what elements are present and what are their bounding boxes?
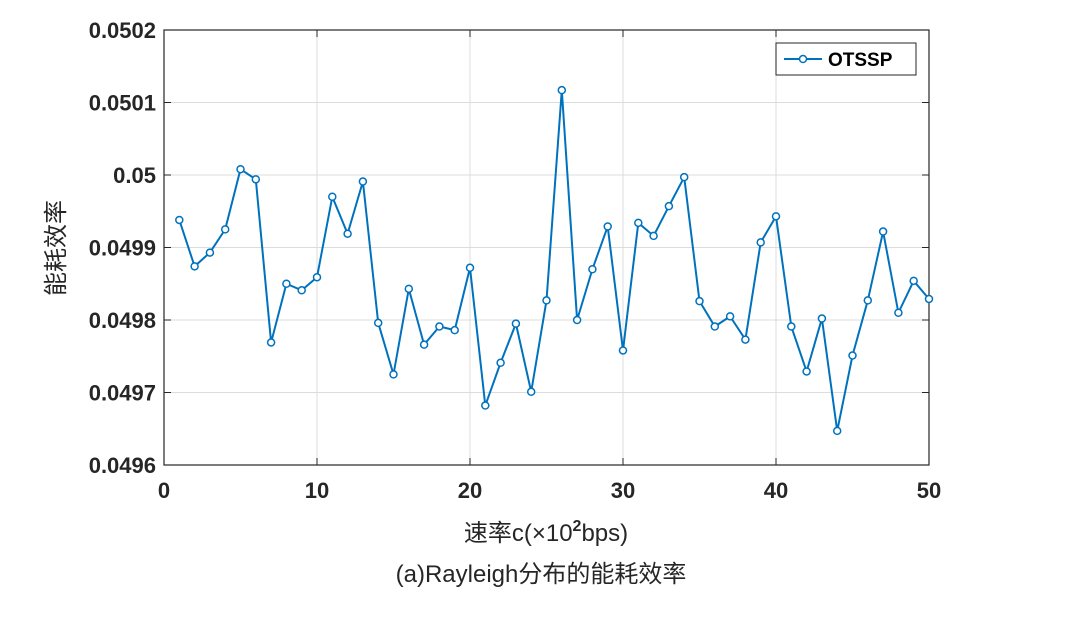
data-point — [190, 262, 199, 271]
data-point — [649, 231, 658, 241]
data-point — [251, 175, 261, 184]
y-axis-label: 能耗效率 — [43, 200, 70, 296]
data-point — [802, 367, 811, 376]
data-point — [894, 308, 903, 317]
y-tick-label: 0.0499 — [89, 236, 156, 261]
data-point — [373, 318, 383, 328]
data-point — [328, 192, 337, 201]
data-point — [389, 370, 398, 379]
data-point — [435, 322, 444, 331]
data-point — [679, 172, 689, 182]
data-point — [863, 296, 873, 305]
x-tick-label: 0 — [158, 478, 170, 503]
data-point — [419, 340, 429, 349]
y-tick-label: 0.0497 — [89, 381, 156, 406]
data-point — [725, 312, 735, 321]
legend-label: OTSSP — [828, 50, 893, 71]
data-point — [266, 338, 276, 347]
data-point — [358, 177, 368, 186]
legend-marker — [798, 54, 808, 64]
data-point — [297, 286, 306, 295]
data-point — [572, 315, 582, 325]
data-point — [175, 215, 184, 225]
figure-caption: (a)Rayleigh分布的能耗效率 — [396, 561, 687, 588]
data-point — [205, 248, 215, 257]
data-point — [756, 238, 765, 247]
data-point — [741, 335, 750, 344]
data-point — [220, 225, 230, 234]
x-axis-label: 速率c(×102bps) — [464, 518, 628, 547]
data-point — [618, 346, 628, 355]
legend: OTSSP — [775, 42, 917, 76]
data-point — [695, 296, 704, 306]
y-tick-label: 0.0496 — [89, 453, 156, 478]
data-point — [450, 325, 459, 335]
data-point — [787, 322, 796, 331]
data-point — [404, 284, 414, 294]
y-tick-label: 0.05 — [113, 163, 156, 188]
tick-marks — [163, 29, 930, 466]
data-point — [282, 279, 291, 288]
x-tick-label: 40 — [764, 478, 788, 503]
x-tick-labels: 0 10 20 30 40 50 — [158, 478, 941, 503]
x-tick-label: 10 — [305, 478, 329, 503]
data-point — [664, 201, 674, 211]
data-point — [343, 229, 352, 238]
data-point — [878, 227, 888, 236]
data-point — [817, 314, 827, 323]
x-tick-label: 50 — [917, 478, 941, 503]
data-point — [481, 401, 490, 410]
data-point — [909, 276, 918, 286]
grid — [164, 30, 929, 465]
x-tick-label: 20 — [458, 478, 482, 503]
series-otssp — [175, 85, 934, 436]
y-tick-label: 0.0498 — [89, 308, 156, 333]
y-tick-labels: 0.0496 0.0497 0.0498 0.0499 0.05 0.0501 0.0502 — [89, 18, 156, 478]
x-tick-label: 30 — [611, 478, 635, 503]
data-point — [710, 322, 720, 331]
data-point — [496, 358, 505, 368]
data-point — [557, 85, 567, 95]
data-point — [634, 218, 643, 228]
data-point — [848, 351, 857, 360]
data-point — [542, 296, 551, 305]
data-point — [236, 164, 245, 174]
data-point — [526, 387, 536, 397]
data-point — [588, 265, 597, 274]
data-point — [511, 319, 521, 328]
y-tick-label: 0.0502 — [89, 18, 156, 43]
y-tick-label: 0.0501 — [89, 91, 156, 116]
data-point — [465, 263, 475, 273]
data-point — [771, 212, 781, 221]
data-point — [832, 426, 842, 436]
data-point — [603, 222, 612, 231]
data-point — [312, 272, 322, 282]
data-point — [924, 294, 934, 304]
